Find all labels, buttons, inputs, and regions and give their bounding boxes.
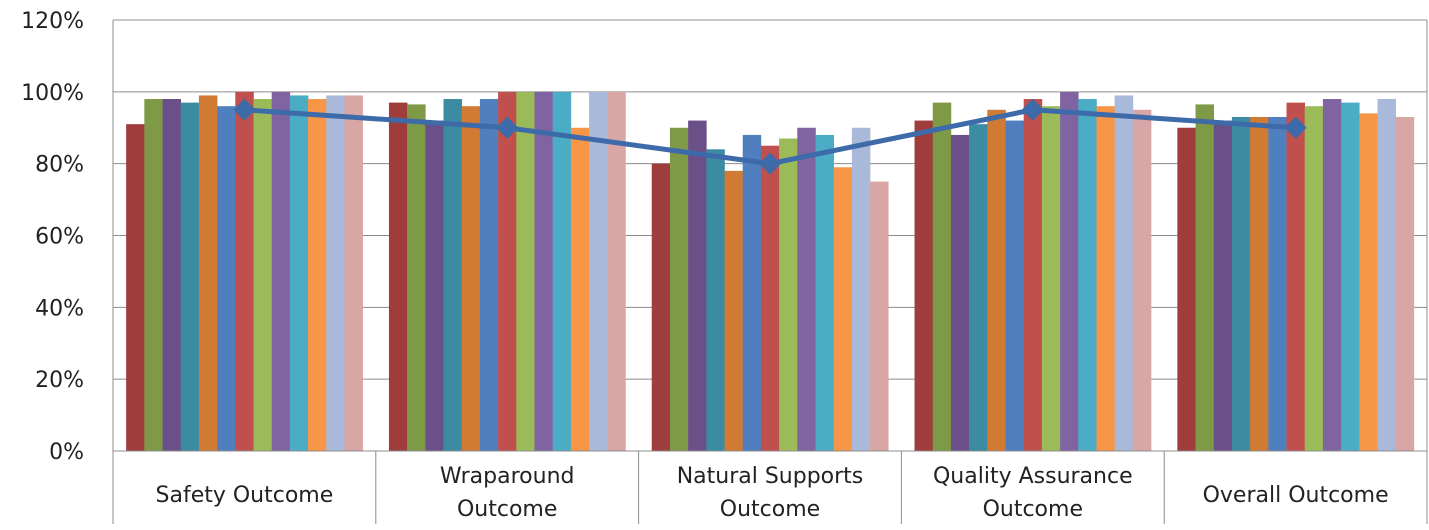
bar (461, 106, 481, 451)
bar (1322, 99, 1342, 452)
bar (1060, 91, 1079, 451)
y-tick-label: 80% (35, 153, 84, 178)
y-tick-label: 60% (35, 225, 84, 250)
bar (1096, 106, 1115, 451)
bar (914, 120, 934, 452)
bar (950, 134, 970, 451)
bar (870, 181, 889, 451)
bar (552, 91, 572, 451)
bar (1341, 102, 1360, 451)
bar (1114, 95, 1134, 452)
bar (1286, 102, 1305, 451)
bar (742, 134, 762, 451)
line-marker (1021, 98, 1044, 121)
bar (344, 95, 363, 452)
bar (308, 99, 327, 452)
bar (833, 167, 853, 451)
x-category-label: Outcome (720, 497, 820, 522)
bar (144, 99, 163, 452)
bar (651, 163, 671, 451)
bar (589, 91, 608, 451)
line-marker (759, 152, 781, 175)
x-category-label: Wraparound (440, 464, 575, 489)
y-tick-label: 100% (21, 81, 84, 106)
bar (1005, 120, 1025, 452)
bar (1213, 120, 1233, 452)
bar (271, 91, 291, 451)
bar (1231, 116, 1251, 451)
line-marker (233, 98, 256, 121)
bar (1132, 109, 1152, 452)
bar (815, 134, 834, 451)
bar (1268, 116, 1287, 451)
bar (180, 102, 200, 451)
bar (1023, 99, 1043, 452)
bar (289, 95, 309, 452)
y-tick-label: 40% (35, 296, 84, 321)
bar (479, 99, 499, 452)
line-marker (1284, 116, 1307, 139)
labels: 0% 20% 40% 60% 80% 100% 120% Safety Outcome Wrap… (21, 9, 1389, 522)
bar (162, 99, 182, 452)
bar (1250, 116, 1269, 451)
bar (126, 124, 145, 452)
bar (253, 99, 272, 452)
bar (217, 106, 236, 451)
x-category-label: Outcome (983, 497, 1083, 522)
bar (969, 124, 988, 452)
bar (851, 127, 871, 451)
bar (425, 120, 444, 452)
bar (498, 91, 517, 451)
x-category-label: Natural Supports (677, 464, 864, 489)
bar (706, 149, 725, 452)
bar (326, 95, 345, 452)
bar (1359, 113, 1378, 451)
bar (534, 91, 553, 451)
bar (724, 170, 744, 451)
bar (235, 91, 254, 451)
bar (932, 102, 952, 451)
y-tick-label: 120% (21, 9, 84, 34)
line-marker (496, 116, 519, 139)
x-category-label: Safety Outcome (156, 483, 334, 508)
bar (1195, 104, 1215, 451)
bar (1304, 106, 1324, 451)
bar (1177, 127, 1196, 451)
bar (987, 109, 1006, 452)
bars (126, 91, 1415, 452)
bar (388, 102, 408, 451)
bar (1041, 106, 1061, 451)
y-tick-label: 20% (35, 368, 84, 393)
bar (760, 145, 780, 452)
bar (407, 104, 426, 451)
axes (112, 20, 1428, 524)
x-category-label: Quality Assurance (933, 464, 1133, 489)
bar (443, 99, 463, 452)
series-line (233, 98, 1307, 175)
bar (198, 95, 218, 452)
bar (516, 91, 535, 451)
bar (797, 127, 816, 451)
x-category-label: Overall Outcome (1203, 483, 1389, 508)
bar (570, 127, 590, 451)
y-tick-label: 0% (49, 440, 84, 465)
bar (779, 138, 798, 451)
bar (1377, 99, 1396, 452)
bar (688, 120, 707, 452)
x-category-label: Outcome (457, 497, 557, 522)
bar (1395, 116, 1415, 451)
bar (669, 127, 689, 451)
bar (1078, 99, 1097, 452)
bar (607, 91, 626, 451)
